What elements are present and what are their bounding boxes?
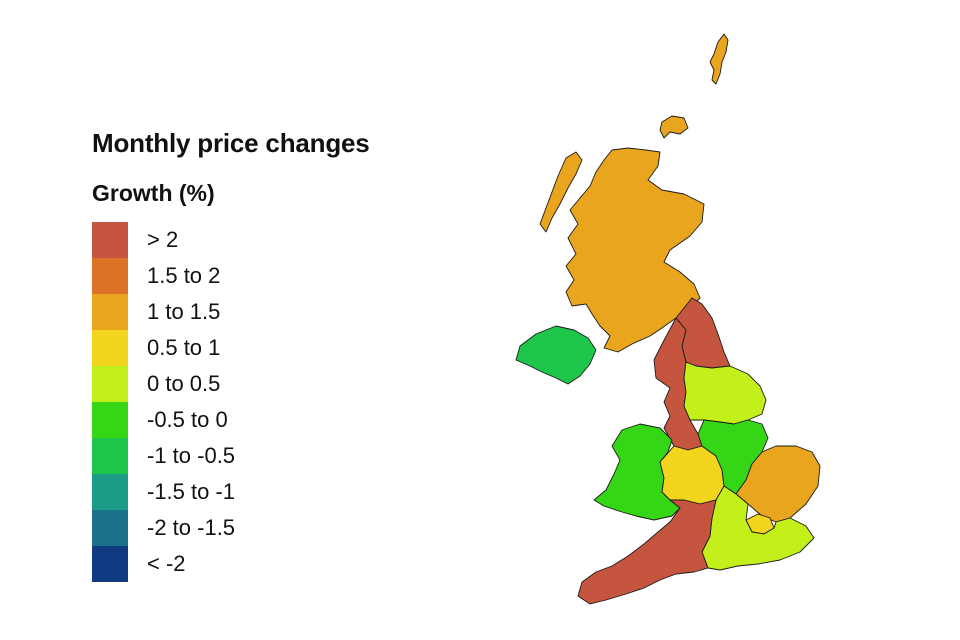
region-south-west[interactable]: South West [577, 499, 717, 605]
legend-swatch [92, 294, 128, 330]
region-northern-ireland[interactable]: Northern Ireland [515, 325, 597, 385]
legend-item: < -2 [92, 546, 235, 582]
legend-swatch [92, 366, 128, 402]
legend-label: -0.5 to 0 [147, 407, 228, 432]
legend-label: 1.5 to 2 [147, 263, 221, 288]
legend-label: 0.5 to 1 [147, 335, 221, 360]
legend-title: Growth (%) [92, 180, 215, 206]
legend-label: -1 to -0.5 [147, 443, 236, 468]
legend: > 2 1.5 to 2 1 to 1.5 0.5 to 1 0 to 0.5 … [92, 222, 235, 582]
region-wales[interactable]: Wales [593, 423, 681, 521]
legend-item: 1 to 1.5 [92, 294, 235, 330]
legend-swatch [92, 546, 128, 582]
legend-item: 1.5 to 2 [92, 258, 235, 294]
map-title: Monthly price changes [92, 128, 370, 158]
region-yorkshire-humber[interactable]: Yorkshire and The Humber [683, 361, 767, 425]
legend-swatch [92, 258, 128, 294]
legend-item: 0 to 0.5 [92, 366, 235, 402]
legend-label: 0 to 0.5 [147, 371, 221, 396]
legend-item: -2 to -1.5 [92, 510, 235, 546]
legend-swatch [92, 510, 128, 546]
region-scotland-orkney[interactable]: Scotland [659, 115, 689, 139]
legend-label: -2 to -1.5 [147, 515, 236, 540]
legend-item: > 2 [92, 222, 235, 258]
legend-swatch [92, 222, 128, 258]
legend-item: -1.5 to -1 [92, 474, 235, 510]
legend-swatch [92, 402, 128, 438]
legend-label: < -2 [147, 551, 186, 576]
legend-label: 1 to 1.5 [147, 299, 221, 324]
region-scotland-hebrides[interactable]: Scotland [539, 151, 583, 233]
legend-label: > 2 [147, 227, 179, 252]
legend-item: -1 to -0.5 [92, 438, 235, 474]
legend-label: -1.5 to -1 [147, 479, 236, 504]
legend-swatch [92, 438, 128, 474]
legend-swatch [92, 474, 128, 510]
legend-item: -0.5 to 0 [92, 402, 235, 438]
region-scotland-shetland[interactable]: Scotland [709, 33, 729, 85]
legend-item: 0.5 to 1 [92, 330, 235, 366]
legend-swatch [92, 330, 128, 366]
region-scotland[interactable]: Scotland [565, 147, 705, 353]
